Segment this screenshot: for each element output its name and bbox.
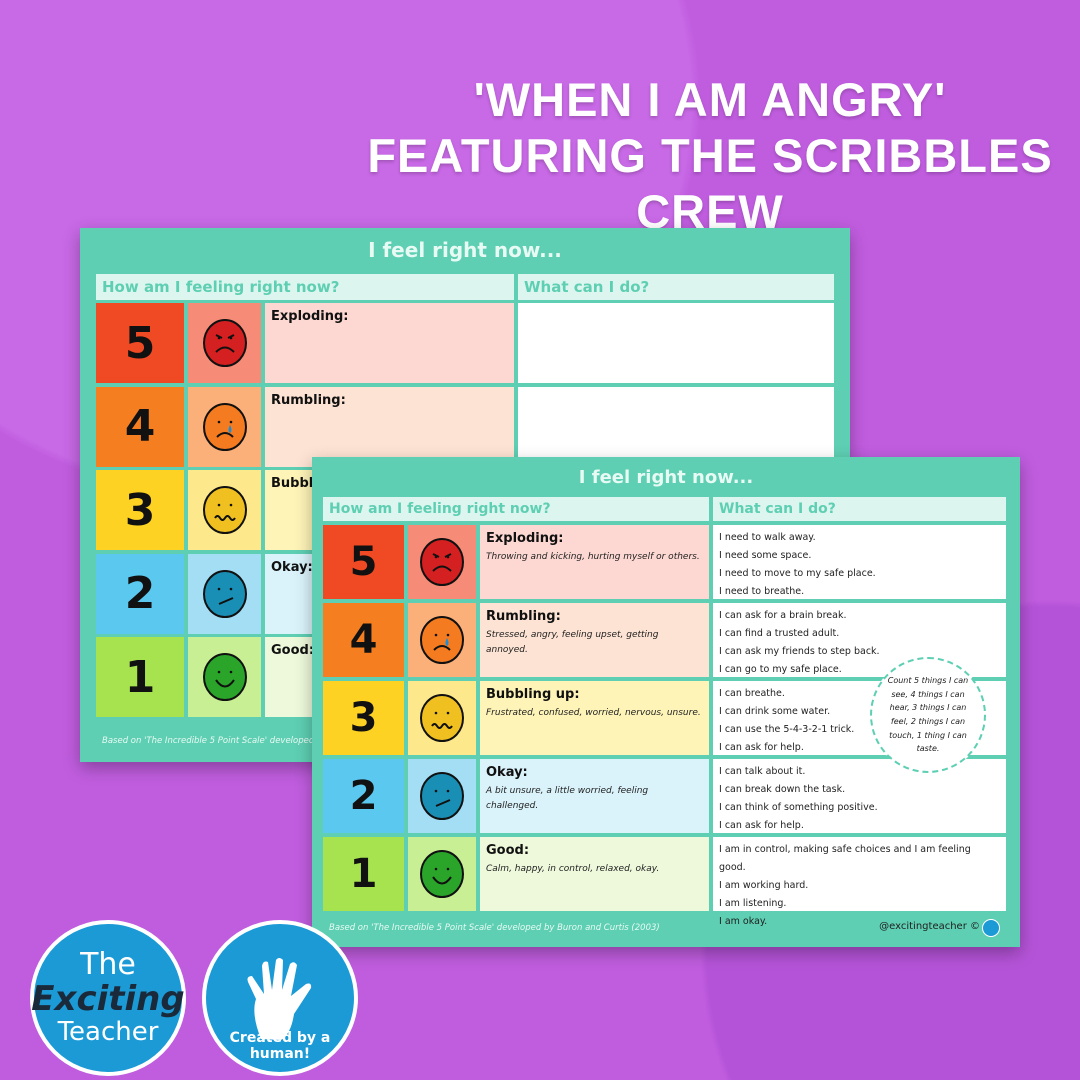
badge-text: Created by a human! [229, 1030, 331, 1062]
feeling-label: Okay: [271, 559, 313, 575]
unsure-face-icon [408, 759, 476, 833]
badge-text: Teacher [57, 1017, 159, 1047]
scale-number: 1 [96, 637, 184, 717]
action-item: I am listening. [719, 898, 787, 909]
unsure-face-icon [188, 553, 261, 634]
actions-cell [518, 303, 834, 383]
action-item: I can breathe. [719, 688, 785, 699]
feeling-label: Rumbling: [271, 392, 346, 408]
exciting-teacher-badge: The Exciting Teacher [30, 920, 186, 1076]
created-by-human-badge: Created by a human! [202, 920, 358, 1076]
sheet-title: I feel right now... [578, 467, 754, 488]
actions-cell: I can talk about it. I can break down the… [713, 759, 1006, 833]
tip-bubble: Count 5 things I can see, 4 things I can… [870, 657, 986, 773]
crying-face-icon [408, 603, 476, 677]
scale-number: 2 [323, 759, 404, 833]
credit-handle: @excitingteacher © [879, 921, 980, 932]
logo-icon [982, 919, 1000, 937]
feeling-label-cell: Good: Calm, happy, in control, relaxed, o… [480, 837, 709, 911]
feeling-label-cell: Rumbling: Stressed, angry, feeling upset,… [480, 603, 709, 677]
action-item: I can ask for help. [719, 742, 804, 753]
scale-number: 5 [96, 303, 184, 383]
actions-cell: I need to walk away. I need some space. I … [713, 525, 1006, 599]
feeling-description: A bit unsure, a little worried, feeling … [486, 786, 649, 812]
feeling-label: Rumbling: [486, 609, 561, 624]
column-header-actions: What can I do? [713, 497, 1006, 521]
column-header-actions: What can I do? [518, 274, 834, 300]
feeling-label-cell: Rumbling: [265, 386, 514, 467]
scale-number: 4 [96, 386, 184, 467]
action-item: I need to walk away. [719, 532, 816, 543]
wavy-mouth-face-icon [408, 681, 476, 755]
headline: 'When I am Angry' featuring the Scribble… [367, 73, 1053, 238]
column-header-feeling: How am I feeling right now? [96, 274, 514, 300]
action-item: I am working hard. [719, 880, 809, 891]
action-item: I can find a trusted adult. [719, 628, 840, 639]
footer-source: Based on 'The Incredible 5 Point Scale' … [329, 923, 660, 933]
scale-number: 3 [323, 681, 404, 755]
front-sheet: I feel right now... How am I feeling righ… [312, 457, 1020, 947]
action-item: I can ask for help. [719, 820, 804, 831]
action-item: I can go to my safe place. [719, 664, 842, 675]
action-item: I need some space. [719, 550, 812, 561]
feeling-label: Exploding: [271, 309, 349, 324]
action-item: I can talk about it. [719, 766, 806, 777]
feeling-label-cell: Exploding: Throwing and kicking, hurting … [480, 525, 709, 599]
action-item: I can think of something positive. [719, 802, 878, 813]
feeling-label-cell: Bubbling up: Frustrated, confused, worrie… [480, 681, 709, 755]
feeling-description: Throwing and kicking, hurting myself or … [486, 552, 700, 562]
sheet-title: I feel right now... [368, 238, 562, 262]
smiling-face-icon [408, 837, 476, 911]
wavy-mouth-face-icon [188, 470, 261, 550]
action-item: I need to move to my safe place. [719, 568, 876, 579]
badge-text: The [80, 947, 136, 982]
scale-number: 4 [323, 603, 404, 677]
action-item: I am okay. [719, 916, 768, 927]
feeling-label: Good: [486, 843, 530, 858]
feeling-description: Calm, happy, in control, relaxed, okay. [486, 864, 660, 874]
feeling-label-cell: Okay: A bit unsure, a little worried, fee… [480, 759, 709, 833]
feeling-label: Good: [271, 643, 315, 658]
scale-number: 5 [323, 525, 404, 599]
action-item: I can ask for a brain break. [719, 610, 847, 621]
scale-number: 3 [96, 470, 184, 550]
action-item: I can drink some water. [719, 706, 831, 717]
action-item: I need to breathe. [719, 586, 805, 597]
column-header-feeling: How am I feeling right now? [323, 497, 709, 521]
actions-cell: I can ask for a brain break. I can find a… [713, 603, 1006, 677]
smiling-face-icon [188, 637, 261, 717]
action-item: I am in control, making safe choices and… [719, 844, 971, 873]
action-item: I can ask my friends to step back. [719, 646, 880, 657]
actions-cell: I am in control, making safe choices and… [713, 837, 1006, 927]
action-item: I can break down the task. [719, 784, 846, 795]
handprint-icon [247, 958, 312, 1040]
scale-number: 1 [323, 837, 404, 911]
feeling-label: Okay: [486, 765, 528, 780]
actions-cell [518, 386, 834, 467]
feeling-label: Exploding: [486, 531, 564, 546]
badge-text: Exciting [31, 979, 185, 1019]
scale-number: 2 [96, 553, 184, 634]
action-item: I can use the 5-4-3-2-1 trick. [719, 724, 855, 735]
crying-face-icon [188, 386, 261, 467]
footer-source: Based on 'The Incredible 5 Point Scale' … [102, 736, 433, 746]
feeling-label-cell: Exploding: [265, 303, 514, 383]
feeling-label: Bubbling up: [486, 687, 580, 702]
angry-face-icon [188, 303, 261, 383]
angry-face-icon [408, 525, 476, 599]
feeling-description: Frustrated, confused, worried, nervous, … [486, 708, 701, 718]
feeling-description: Stressed, angry, feeling upset, getting … [486, 630, 659, 656]
